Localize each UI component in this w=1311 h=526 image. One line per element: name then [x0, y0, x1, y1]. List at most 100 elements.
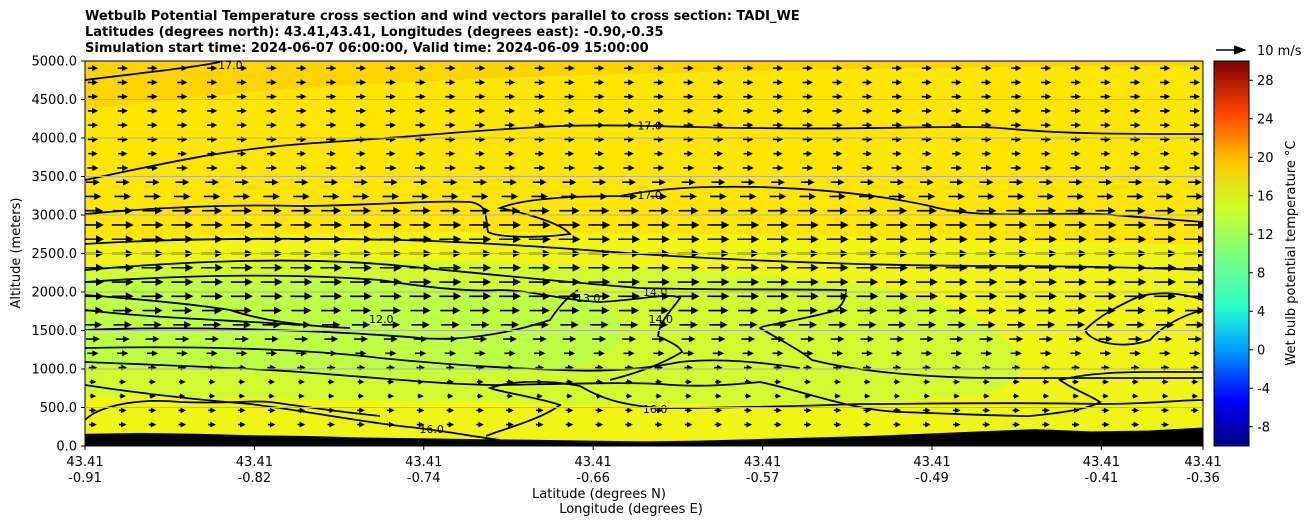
y-tick-label: 0.0 — [56, 440, 77, 455]
wind-vector — [593, 350, 605, 357]
wind-vector — [655, 407, 663, 414]
wind-vector — [862, 122, 873, 129]
x-tick-label-lat: 43.41 — [1184, 455, 1221, 470]
wind-vector — [648, 306, 669, 315]
wind-vector — [267, 364, 276, 371]
wind-vector — [976, 206, 997, 215]
wind-vector — [236, 107, 248, 114]
wind-vector — [619, 306, 640, 315]
wind-vector — [354, 335, 369, 343]
wind-vector — [297, 421, 306, 428]
wind-vector — [1095, 206, 1116, 215]
wind-vector — [1155, 206, 1176, 215]
wind-vector — [1039, 178, 1054, 186]
contour-label: 14.0 — [649, 313, 674, 326]
wind-vector — [1072, 421, 1080, 428]
wind-vector — [886, 263, 909, 272]
wind-vector — [295, 164, 308, 172]
x-tick-label-lon: -0.74 — [407, 471, 441, 486]
wind-vector — [862, 79, 873, 86]
contour-line — [85, 259, 1203, 379]
wind-vector — [475, 150, 485, 157]
wind-vector — [827, 206, 848, 215]
x-axis-label-latitude: Latitude (degrees N) — [532, 487, 666, 502]
wind-vector — [506, 407, 514, 414]
x-axis-label-longitude: Longitude (degrees E) — [559, 502, 703, 517]
wind-vector — [441, 321, 460, 329]
wind-vector — [1154, 292, 1177, 301]
wind-vector — [1072, 393, 1079, 399]
wind-vector — [982, 421, 991, 428]
wind-vector — [1072, 407, 1080, 414]
wind-vector — [1012, 379, 1020, 385]
wind-vector — [651, 335, 666, 343]
wind-vector — [592, 178, 607, 186]
wind-vector — [266, 122, 277, 129]
wind-vector — [264, 178, 279, 186]
wind-vector — [654, 150, 664, 157]
wind-vector — [534, 93, 545, 100]
wind-vector — [114, 192, 132, 201]
wind-vector — [356, 150, 366, 157]
wind-vector — [1160, 150, 1170, 157]
wind-vector — [117, 122, 128, 129]
wind-vector — [892, 107, 903, 114]
wind-vector — [625, 407, 633, 414]
wind-vector — [504, 350, 516, 357]
wind-vector — [87, 79, 99, 86]
wind-vector — [832, 122, 843, 129]
wind-vector — [1130, 79, 1141, 86]
contour-label: 13.0 — [576, 292, 601, 305]
wind-vector — [862, 65, 873, 72]
wind-vector — [446, 364, 455, 371]
wind-vector — [713, 122, 724, 129]
y-tick-label: 3500.0 — [32, 170, 78, 185]
wind-vector — [238, 407, 246, 414]
wind-vector — [230, 235, 253, 244]
wind-vector — [206, 136, 218, 143]
wind-vector — [445, 150, 456, 157]
wind-vector — [1011, 107, 1022, 114]
wind-vector — [647, 235, 670, 244]
wind-vector — [594, 107, 605, 114]
wind-vector — [769, 192, 787, 201]
wind-vector — [409, 292, 432, 301]
wind-vector — [1184, 263, 1203, 272]
wind-vector — [714, 407, 723, 414]
wind-vector — [145, 335, 160, 343]
wind-vector — [383, 335, 398, 343]
wind-vector — [381, 321, 401, 329]
wind-vector — [802, 164, 814, 172]
wind-vector — [618, 292, 641, 301]
colorbar-tick-label: 24 — [1257, 112, 1274, 127]
contour-line — [85, 361, 1203, 417]
wind-vector — [115, 178, 130, 186]
wind-vector — [708, 206, 729, 215]
wind-vector — [112, 206, 133, 215]
wind-vector — [893, 379, 901, 385]
wind-vector — [267, 150, 277, 157]
y-tick-label: 1000.0 — [32, 363, 78, 378]
wind-vector — [1040, 93, 1052, 100]
wind-vector — [206, 65, 218, 72]
wind-vector — [1101, 364, 1110, 371]
chart-title-line-1: Wetbulb Potential Temperature cross sect… — [85, 9, 800, 24]
wind-vector — [981, 65, 992, 72]
wind-vector — [296, 122, 307, 129]
wind-vector — [975, 278, 998, 287]
colorbar-tick-label: 16 — [1257, 189, 1274, 204]
wind-vector — [624, 364, 634, 371]
wind-vector — [201, 292, 224, 301]
wind-vector — [260, 278, 283, 287]
wind-vector — [767, 292, 790, 301]
wind-vector — [89, 393, 97, 399]
wind-vector — [832, 107, 843, 114]
wind-vector — [416, 407, 425, 414]
wind-vector — [832, 65, 843, 72]
wind-vector — [296, 93, 307, 100]
wind-vector — [475, 79, 486, 86]
wind-vector — [234, 335, 249, 343]
wind-vector — [439, 263, 462, 272]
colorbar-tick-label: 12 — [1257, 228, 1274, 243]
wind-vector — [647, 278, 670, 287]
